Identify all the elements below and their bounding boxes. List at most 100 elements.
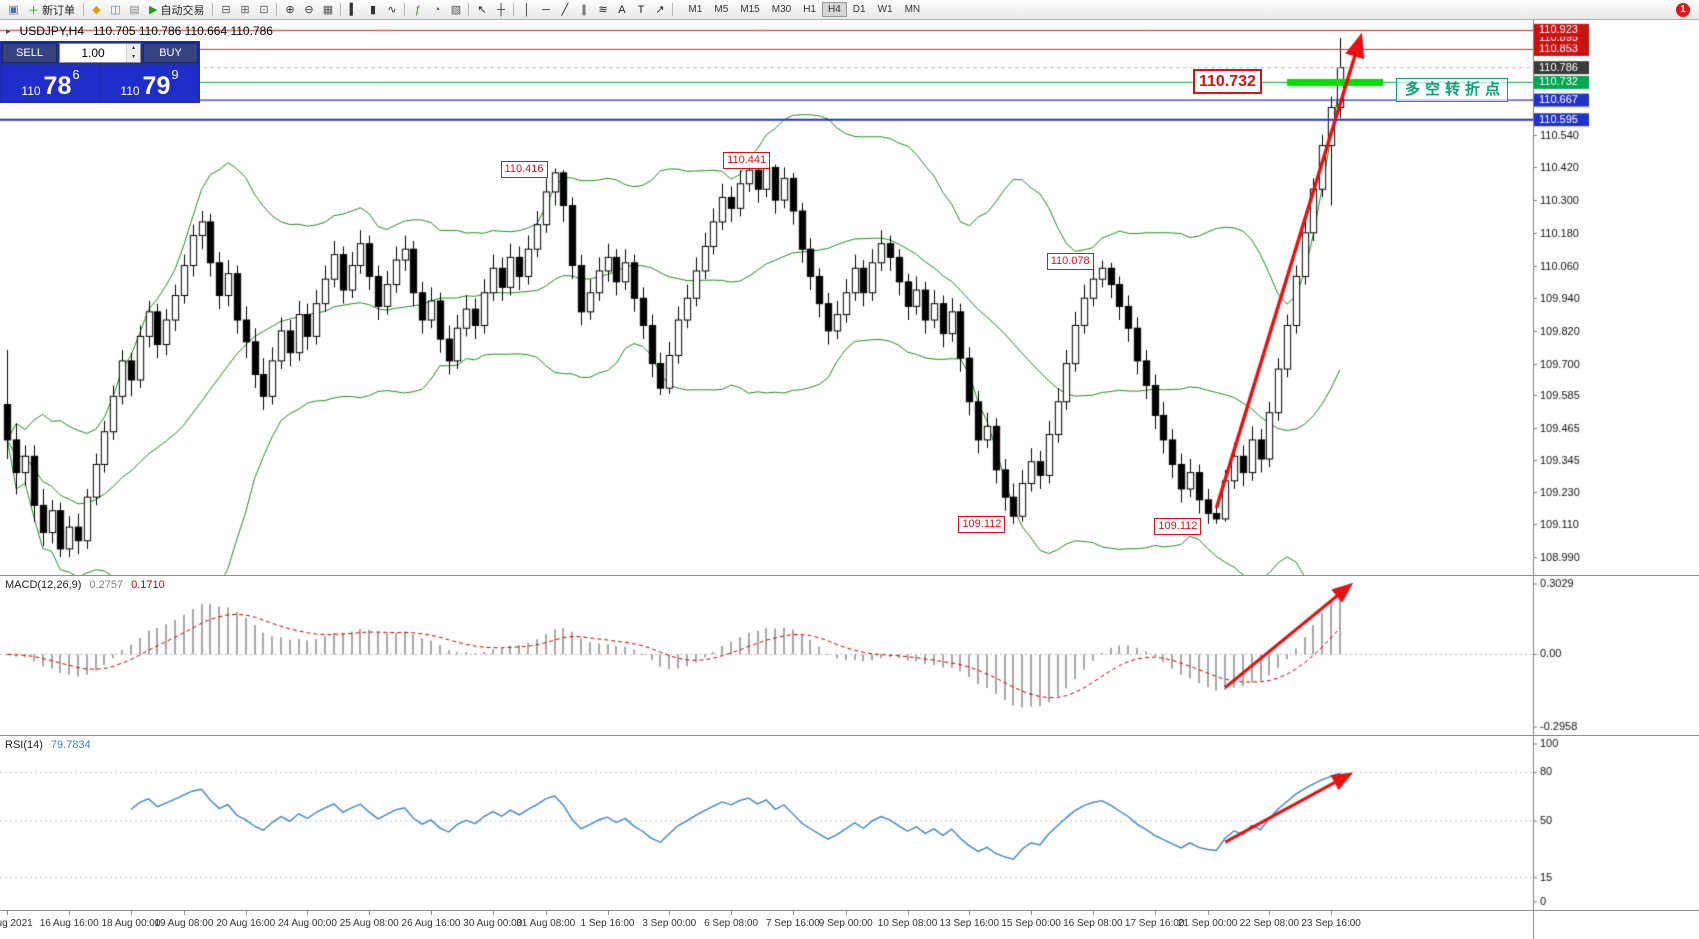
crosshair-icon[interactable]: ┼: [491, 2, 510, 18]
timeframe-mn[interactable]: MN: [904, 4, 921, 15]
time-label: 10 Sep 08:00: [877, 918, 938, 929]
zoom-in-icon[interactable]: ⊕: [280, 2, 299, 18]
templates-icon: ▧: [450, 4, 462, 16]
crosshair-icon: ┼: [497, 3, 505, 16]
notification-badge[interactable]: 1: [1676, 2, 1690, 17]
lot-decrease-button[interactable]: ▾: [127, 53, 140, 62]
app-icon[interactable]: ▣: [4, 2, 23, 18]
time-tick: [431, 911, 432, 915]
line-chart-icon[interactable]: ∿: [382, 2, 401, 18]
one-click-trading-panel: SELL ▴ ▾ BUY 110 78 6 110: [0, 41, 200, 103]
channel-icon[interactable]: ∥: [574, 2, 593, 18]
timeframe-m5[interactable]: M5: [714, 4, 729, 15]
lot-size-input[interactable]: [60, 44, 126, 62]
toolbar-separator: [340, 3, 342, 16]
horizontal-line-icon[interactable]: ─: [536, 2, 555, 18]
autotrading-button-label: 自动交易: [160, 4, 205, 17]
fibonacci-icon[interactable]: ≋: [593, 2, 612, 18]
rsi-canvas[interactable]: [0, 736, 1699, 910]
zoom-in-icon: ⊕: [285, 4, 295, 16]
ohlc-values: 110.705 110.786 110.664 110.786: [93, 24, 273, 38]
new-order-button[interactable]: ＋新订单: [23, 2, 80, 18]
candlestick-chart-icon: ▮: [369, 4, 376, 16]
periods-icon: ◔: [433, 3, 441, 16]
time-tick: [607, 911, 609, 915]
indicators-icon[interactable]: ƒ: [408, 2, 427, 18]
time-label: 30 Aug 00:00: [463, 918, 523, 929]
text-icon[interactable]: A: [612, 2, 631, 18]
timeframe-m30[interactable]: M30: [771, 4, 792, 15]
toolbar-separator: [276, 3, 278, 16]
timeframe-m1[interactable]: M1: [688, 4, 703, 15]
fibonacci-icon: ≋: [598, 4, 608, 16]
toolbar: ▣ ＋新订单 ◆ ◫ ▤ ▶ 自动交易 ⊟ ⊞ ⊡ ⊕ ⊖ ▦ ▍ ▮ ∿ ƒ ◔ ▧ ↖ ┼ │ ─ ╱ ∥ ≋ A T ↗ M1 M5…: [0, 0, 1699, 20]
arrow-tools-icon: ↗: [655, 4, 665, 16]
buy-price-big: 79: [142, 72, 171, 100]
time-label: 13 Sep 16:00: [939, 918, 1000, 929]
buy-button[interactable]: BUY: [143, 43, 198, 63]
strategy-tester-icon[interactable]: ▤: [125, 2, 144, 18]
time-label: 22 Sep 08:00: [1239, 918, 1300, 929]
timeframe-h4[interactable]: H4: [821, 2, 847, 17]
time-tick: [1154, 911, 1156, 915]
main-chart-pane: ▸ USDJPY,H4 110.705 110.786 110.664 110.…: [0, 20, 1699, 575]
time-label: 16 Aug 16:00: [39, 918, 99, 929]
grid-icon[interactable]: ▦: [318, 2, 337, 18]
zoom-out-icon[interactable]: ⊖: [299, 2, 318, 18]
timeframe-d1[interactable]: D1: [852, 4, 866, 15]
vertical-line-icon[interactable]: │: [517, 2, 536, 18]
profiles-icon: ◆: [92, 4, 101, 16]
time-tick: [907, 911, 909, 915]
time-label: 19 Aug 08:00: [154, 918, 214, 929]
trade-controls-row: SELL ▴ ▾ BUY: [2, 43, 198, 63]
strategy-tester-icon: ▤: [129, 4, 140, 16]
time-tick: [545, 911, 547, 915]
timeframe-buttons: M1 M5 M15 M30 H1 H4 D1 W1 MN: [682, 2, 926, 17]
lot-increase-button[interactable]: ▴: [127, 44, 140, 53]
new-order-icon: ＋: [28, 4, 39, 17]
price-annotation: 109.112: [1154, 517, 1202, 535]
buy-price-panel[interactable]: 110 79 9: [101, 65, 198, 101]
app-icon: ▣: [8, 4, 19, 16]
macd-canvas[interactable]: [0, 576, 1699, 735]
cascade-windows-icon: ⊡: [259, 4, 269, 16]
toolbar-separator: [513, 3, 515, 16]
cursor-icon[interactable]: ↖: [472, 2, 491, 18]
arrow-tools-icon[interactable]: ↗: [650, 2, 669, 18]
vertical-line-icon: │: [523, 3, 531, 16]
sell-price-sup: 6: [72, 67, 80, 82]
main-chart-canvas[interactable]: [0, 20, 1699, 575]
bar-chart-icon[interactable]: ▍: [344, 2, 363, 18]
sell-price-panel[interactable]: 110 78 6: [2, 65, 99, 101]
cursor-icon: ↖: [477, 4, 487, 16]
tile-vertical-icon[interactable]: ⊞: [235, 2, 254, 18]
time-tick: [845, 911, 847, 915]
profiles-icon[interactable]: ◆: [87, 2, 106, 18]
collapse-icon[interactable]: ▸: [6, 25, 11, 36]
time-label: 24 Aug 00:00: [277, 918, 337, 929]
time-label: 23 Sep 16:00: [1301, 918, 1361, 929]
text-label-icon[interactable]: T: [631, 2, 650, 18]
time-label: 31 Aug 08:00: [516, 918, 576, 929]
rsi-pane: RSI(14) 79.7834: [0, 735, 1699, 910]
timeframe-m15[interactable]: M15: [740, 4, 760, 15]
tile-horizontal-icon[interactable]: ⊟: [216, 2, 235, 18]
time-tick: [69, 911, 71, 915]
trendline-icon[interactable]: ╱: [555, 2, 574, 18]
templates-icon[interactable]: ▧: [446, 2, 465, 18]
candlestick-chart-icon[interactable]: ▮: [363, 2, 382, 18]
tile-vertical-icon: ⊞: [240, 4, 250, 16]
cascade-windows-icon[interactable]: ⊡: [254, 2, 273, 18]
grid-icon: ▦: [322, 4, 334, 16]
charts-icon[interactable]: ◫: [106, 2, 125, 18]
time-tick: [7, 911, 9, 915]
axis-separator: [1533, 911, 1534, 939]
autotrading-button[interactable]: ▶ 自动交易: [144, 2, 209, 18]
periods-icon[interactable]: ◔: [427, 2, 446, 18]
timeframe-w1[interactable]: W1: [877, 4, 893, 15]
time-tick: [307, 911, 309, 915]
timeframe-h1[interactable]: H1: [803, 4, 816, 15]
toolbar-separator: [404, 3, 406, 16]
sell-button[interactable]: SELL: [2, 43, 57, 63]
